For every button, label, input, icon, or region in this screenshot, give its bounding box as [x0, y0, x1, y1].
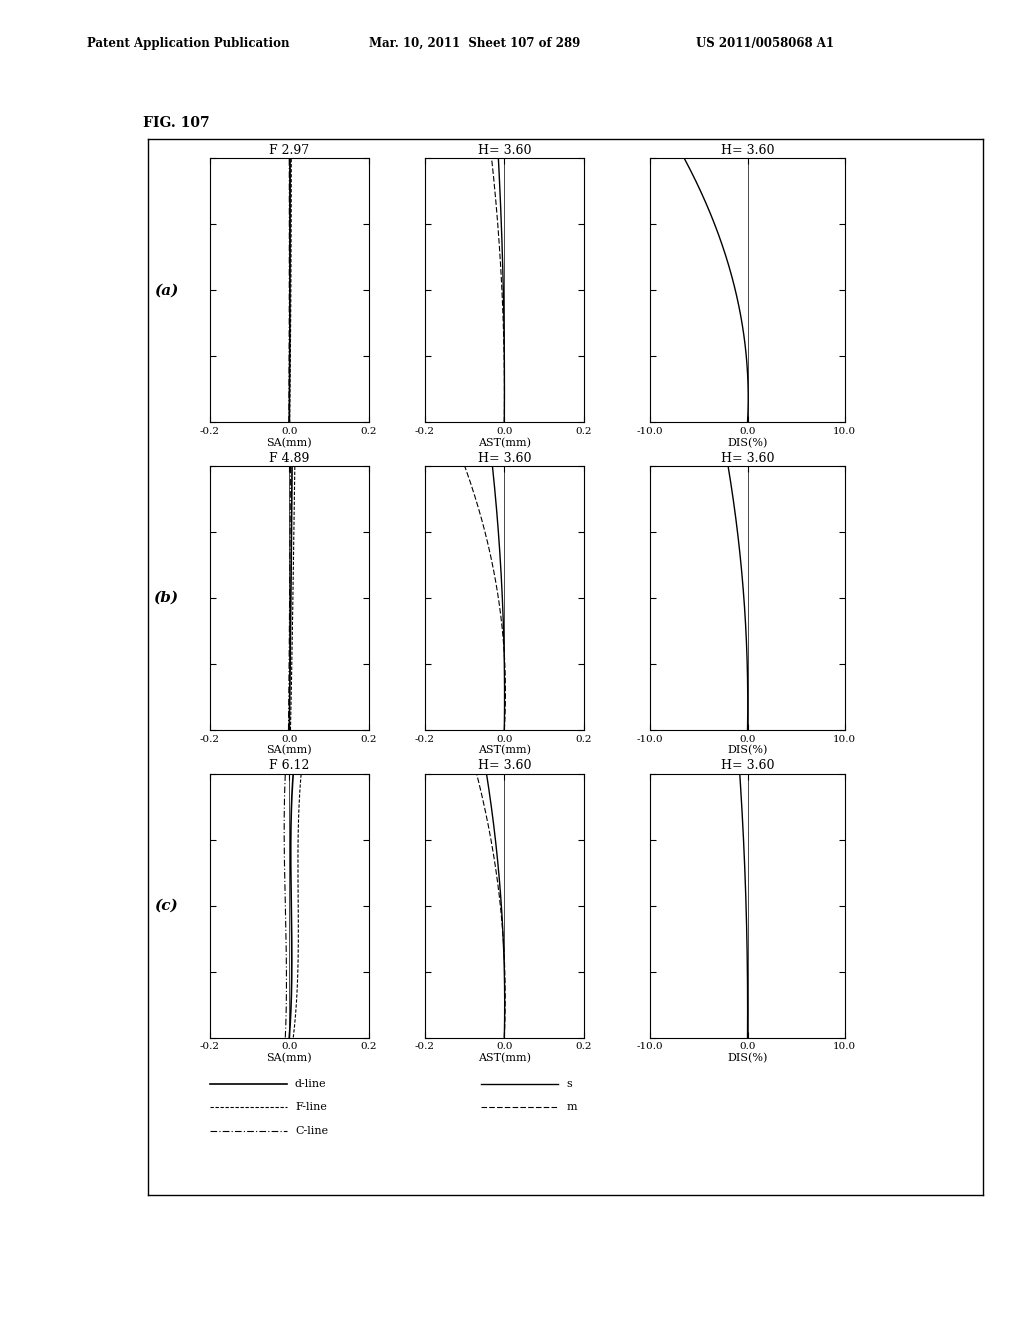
Text: Patent Application Publication: Patent Application Publication — [87, 37, 290, 50]
Title: H= 3.60: H= 3.60 — [721, 451, 774, 465]
Text: F-line: F-line — [295, 1102, 327, 1113]
Title: H= 3.60: H= 3.60 — [721, 144, 774, 157]
Title: F 6.12: F 6.12 — [269, 759, 309, 772]
X-axis label: DIS(%): DIS(%) — [727, 746, 768, 755]
Title: H= 3.60: H= 3.60 — [477, 451, 531, 465]
X-axis label: AST(mm): AST(mm) — [478, 746, 530, 755]
Text: (c): (c) — [154, 899, 178, 912]
X-axis label: DIS(%): DIS(%) — [727, 1053, 768, 1063]
Title: F 2.97: F 2.97 — [269, 144, 309, 157]
Text: d-line: d-line — [295, 1078, 327, 1089]
Text: US 2011/0058068 A1: US 2011/0058068 A1 — [696, 37, 835, 50]
Text: FIG. 107: FIG. 107 — [143, 116, 210, 131]
Text: Mar. 10, 2011  Sheet 107 of 289: Mar. 10, 2011 Sheet 107 of 289 — [369, 37, 580, 50]
X-axis label: SA(mm): SA(mm) — [266, 746, 312, 755]
Text: C-line: C-line — [295, 1126, 328, 1137]
X-axis label: SA(mm): SA(mm) — [266, 438, 312, 447]
Title: F 4.89: F 4.89 — [269, 451, 309, 465]
Text: s: s — [566, 1078, 572, 1089]
X-axis label: AST(mm): AST(mm) — [478, 438, 530, 447]
X-axis label: SA(mm): SA(mm) — [266, 1053, 312, 1063]
X-axis label: DIS(%): DIS(%) — [727, 438, 768, 447]
Text: (a): (a) — [154, 284, 178, 297]
X-axis label: AST(mm): AST(mm) — [478, 1053, 530, 1063]
Text: (b): (b) — [154, 591, 178, 605]
Title: H= 3.60: H= 3.60 — [721, 759, 774, 772]
Title: H= 3.60: H= 3.60 — [477, 144, 531, 157]
Title: H= 3.60: H= 3.60 — [477, 759, 531, 772]
Text: m: m — [566, 1102, 577, 1113]
